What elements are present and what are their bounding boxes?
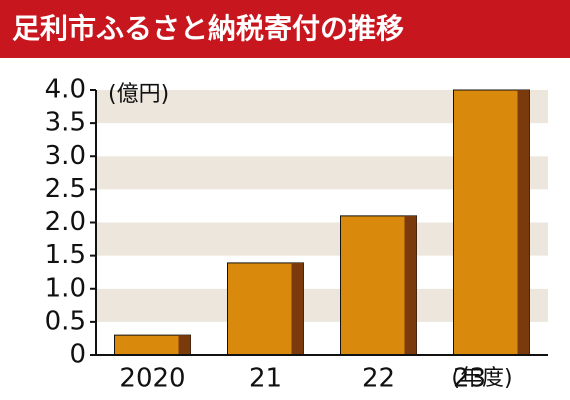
y-tick-label: 2.5 — [45, 174, 86, 204]
x-tick-label: 21 — [249, 364, 282, 394]
x-tick-label: 22 — [362, 364, 395, 394]
y-tick-label: 1.0 — [45, 273, 86, 303]
bar-side — [291, 262, 304, 355]
y-tick-label: 1.5 — [45, 240, 86, 270]
bar — [340, 215, 417, 356]
title-banner — [0, 0, 570, 58]
y-tick-label: 4.0 — [45, 75, 86, 105]
bar-side — [404, 215, 417, 355]
bar-side — [517, 90, 530, 355]
bar — [453, 89, 530, 356]
y-tick-label: 0 — [69, 340, 86, 370]
y-tick-label: 0.5 — [45, 306, 86, 336]
y-unit: (億円) — [108, 82, 169, 107]
y-tick-label: 3.0 — [45, 141, 86, 171]
bar-side — [178, 335, 191, 355]
y-tick-label: 3.5 — [45, 108, 86, 138]
x-unit: (年度) — [451, 366, 512, 391]
chart-title: 足利市ふるさと納税寄付の推移 — [12, 12, 404, 45]
x-tick-label: 2020 — [119, 364, 185, 394]
x-tick-label: 23 — [453, 364, 486, 394]
y-tick-label: 2.0 — [45, 207, 86, 237]
